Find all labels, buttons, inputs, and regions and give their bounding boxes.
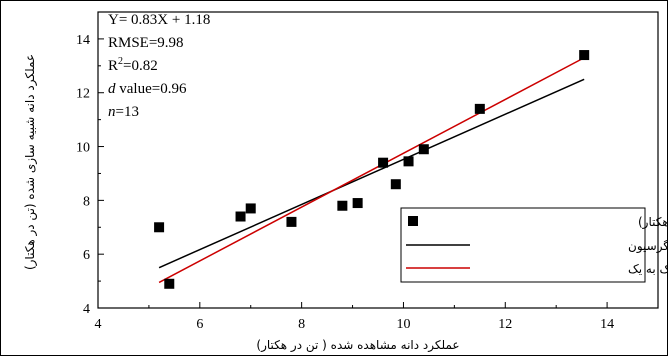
data-point (235, 211, 246, 222)
data-point (164, 278, 175, 289)
legend-label-observed: عملکرد دانه ( تن در هکتار) (638, 215, 668, 230)
legend-label-one-to-one: خط یک به یک (628, 262, 668, 276)
data-point (154, 222, 165, 233)
data-point (337, 200, 348, 211)
y-axis-title: عملکرد دانه شبیه سازی شده (تن در هکتار) (23, 54, 38, 270)
stat-r2-base: R (108, 58, 118, 74)
data-point (245, 203, 256, 214)
stat-r2-value: =0.82 (123, 58, 158, 74)
legend: عملکرد دانه ( تن در هکتار) خط رگرسیون خط… (400, 207, 668, 283)
stat-d-number: value=0.96 (116, 81, 187, 97)
y-tick-label: 12 (76, 87, 90, 102)
legend-marker-square (408, 216, 418, 226)
y-tick-label: 8 (83, 194, 90, 209)
regression-line (158, 78, 585, 269)
stat-n-number: =13 (116, 104, 139, 120)
stat-rmse: RMSE=9.98 (108, 35, 184, 51)
x-tick-label: 8 (298, 317, 305, 332)
stat-n-symbol: n (108, 104, 116, 120)
y-tick-label: 10 (76, 141, 90, 156)
y-tick-label: 4 (83, 302, 90, 317)
stat-r2: R2=0.82 (108, 56, 158, 74)
data-point (418, 144, 429, 155)
x-tick-label: 12 (498, 317, 512, 332)
data-point (474, 103, 485, 114)
data-point (378, 157, 389, 168)
x-tick-label: 4 (95, 317, 102, 332)
one-to-one-line (158, 57, 585, 284)
plot-frame (97, 11, 659, 309)
stats-block: Y= 0.83X + 1.18 RMSE=9.98 R2=0.82 d valu… (108, 12, 210, 120)
stat-equation: Y= 0.83X + 1.18 (108, 12, 210, 28)
x-tick-label: 10 (396, 317, 410, 332)
plot-area: 4 6 8 10 12 14 4 6 8 10 12 14 (76, 11, 659, 332)
stat-n: n=13 (108, 104, 139, 120)
x-axis-title: عملکرد دانه مشاهده شده ( تن در هکتار) (256, 338, 459, 353)
stat-r2-sup: 2 (118, 56, 123, 67)
stat-d-symbol: d (108, 81, 116, 97)
series-layer (154, 50, 590, 289)
data-point (403, 156, 414, 167)
stat-d-value: d value=0.96 (108, 81, 187, 97)
data-point (352, 198, 363, 209)
data-point (286, 216, 297, 227)
legend-label-regression: خط رگرسیون (628, 239, 668, 254)
x-tick-label: 14 (600, 317, 614, 332)
data-point (579, 50, 590, 61)
x-tick-label: 6 (196, 317, 203, 332)
data-point (390, 179, 401, 190)
y-tick-label: 14 (76, 33, 90, 48)
y-tick-label: 6 (83, 248, 90, 263)
